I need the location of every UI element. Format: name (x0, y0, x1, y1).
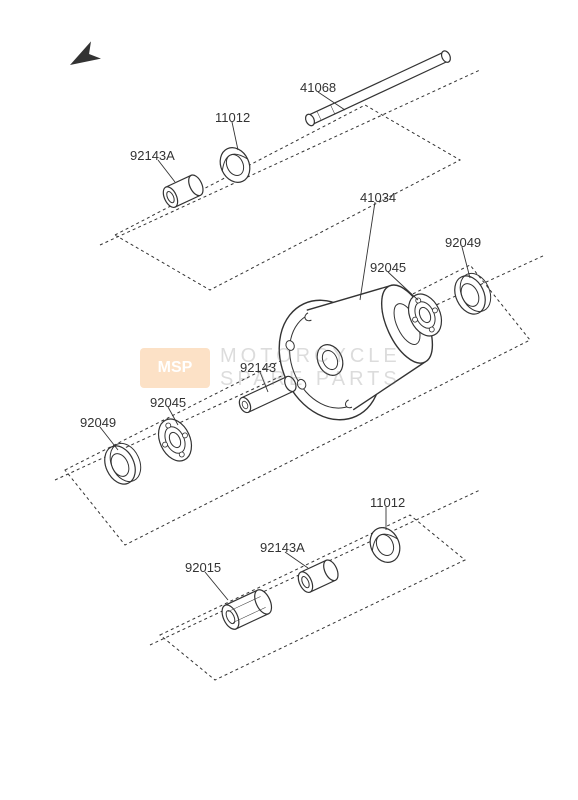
label-92045-a: 92045 (370, 260, 406, 275)
part-collar-lower (295, 558, 341, 595)
diagram-stage: MSP MOTORCYCLE SPARE PARTS 41068 11012 9… (0, 0, 578, 800)
dash-box-lower (160, 515, 465, 680)
watermark-badge: MSP (140, 348, 210, 388)
part-collar-upper (160, 173, 206, 210)
watermark-badge-text: MSP (158, 359, 193, 377)
label-92143A-a: 92143A (130, 148, 175, 163)
part-seal-left (99, 438, 147, 489)
part-bearing-left (152, 414, 198, 467)
direction-arrow (65, 41, 101, 73)
label-41034: 41034 (360, 190, 396, 205)
label-92143A-b: 92143A (260, 540, 305, 555)
label-11012-a: 11012 (215, 110, 250, 125)
label-92015: 92015 (185, 560, 221, 575)
part-cap-lower (365, 523, 406, 567)
diagram-svg (0, 0, 578, 800)
part-seal-right (449, 268, 497, 319)
label-11012-b: 11012 (370, 495, 405, 510)
part-cap-upper (215, 143, 256, 187)
label-41068: 41068 (300, 80, 336, 95)
label-92049-b: 92049 (80, 415, 116, 430)
label-92143: 92143 (240, 360, 276, 375)
label-92049-a: 92049 (445, 235, 481, 250)
label-92045-b: 92045 (150, 395, 186, 410)
